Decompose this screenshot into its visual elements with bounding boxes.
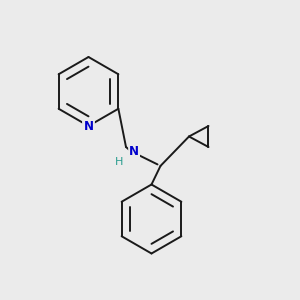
Text: N: N — [83, 119, 94, 133]
Text: H: H — [115, 157, 123, 167]
Text: N: N — [129, 145, 139, 158]
